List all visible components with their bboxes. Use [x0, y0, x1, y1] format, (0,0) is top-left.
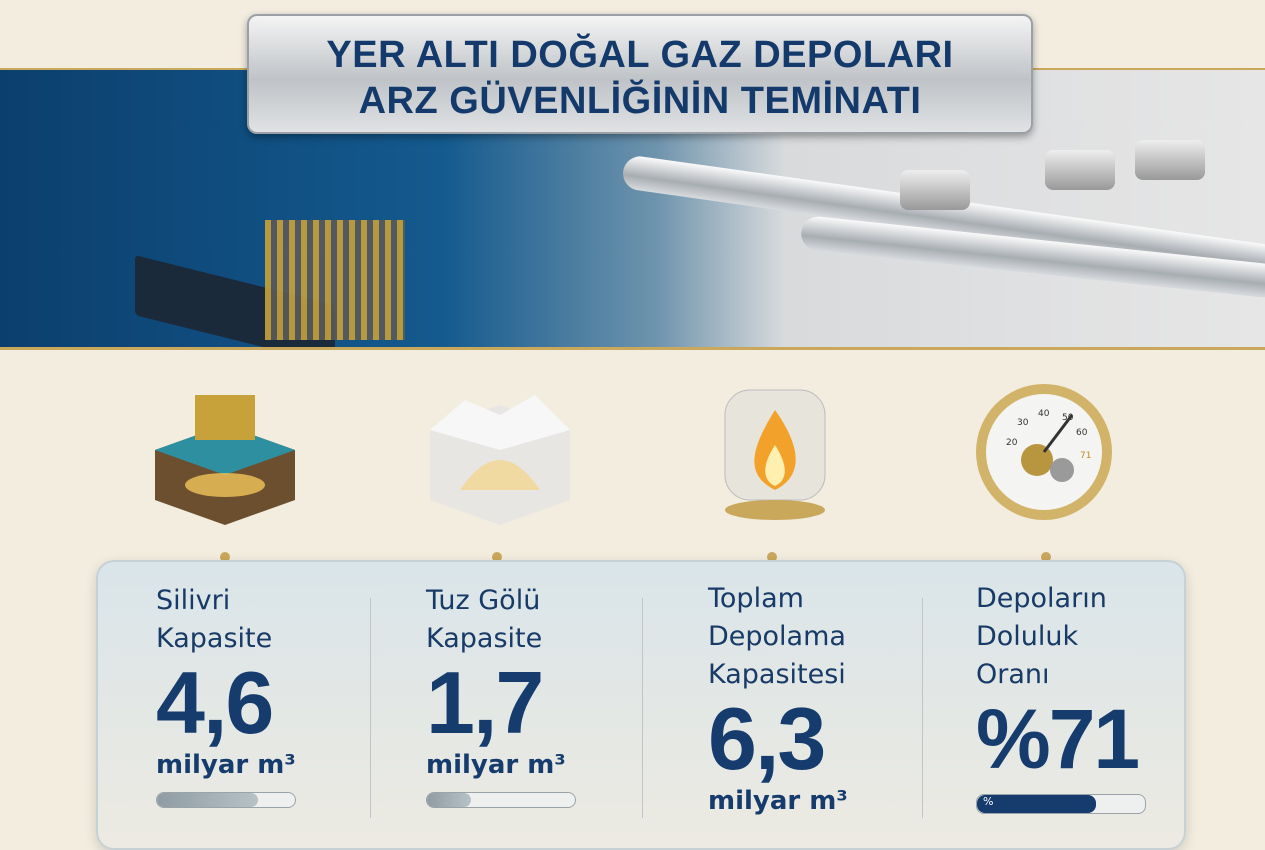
stat-label: Kapasite — [156, 623, 273, 654]
stat-label: Tuz Gölü — [426, 585, 541, 616]
stat-value: 6,3 — [708, 689, 826, 788]
hero-image — [0, 70, 1265, 348]
stat-tuz-golu: Tuz Gölü Kapasite 1,7 milyar m³ — [426, 582, 576, 808]
page-title: YER ALTI DOĞAL GAZ DEPOLARI ARZ GÜVENLİĞ… — [247, 14, 1033, 134]
divider — [0, 347, 1265, 350]
offshore-platform-image — [265, 220, 405, 340]
progress-fill: % — [977, 795, 1097, 813]
stat-unit: milyar m³ — [708, 786, 848, 816]
progress-bar — [156, 792, 296, 808]
valve-image — [900, 170, 970, 210]
connector-dot — [1041, 552, 1051, 562]
divider — [642, 598, 643, 818]
offshore-rig-reservoir-icon — [150, 380, 300, 530]
stat-label: Toplam — [708, 583, 804, 614]
stat-unit: milyar m³ — [156, 750, 296, 780]
stat-value: 1,7 — [426, 653, 544, 752]
gauge-tick: 71 — [1080, 451, 1091, 461]
stat-silivri: Silivri Kapasite 4,6 milyar m³ — [156, 582, 296, 808]
progress-fill — [427, 793, 472, 807]
stat-doluluk: Depoların Doluluk Oranı %71 % — [976, 580, 1146, 814]
gauge-tick: 40 — [1038, 409, 1050, 419]
gauge-tick: 20 — [1006, 438, 1018, 448]
divider — [370, 598, 371, 818]
progress-bar: % — [976, 794, 1146, 814]
progress-bar — [426, 792, 576, 808]
stat-label: Depolama — [708, 621, 846, 652]
progress-label: % — [983, 795, 994, 808]
title-line-2: ARZ GÜVENLİĞİNİN TEMİNATI — [358, 80, 922, 122]
stat-toplam: Toplam Depolama Kapasitesi 6,3 milyar m³ — [708, 580, 848, 818]
divider — [922, 598, 923, 818]
gauge-tick: 60 — [1076, 428, 1088, 438]
stat-label: Oranı — [976, 659, 1050, 690]
stats-panel: Silivri Kapasite 4,6 milyar m³ Tuz Gölü … — [96, 560, 1186, 850]
flame-jar-icon — [700, 380, 850, 530]
valve-image — [1135, 140, 1205, 180]
stat-label: Kapasitesi — [708, 659, 846, 690]
stat-label: Doluluk — [976, 621, 1079, 652]
progress-fill — [157, 793, 258, 807]
stat-label: Silivri — [156, 585, 231, 616]
stat-label: Depoların — [976, 583, 1107, 614]
stat-value: 4,6 — [156, 653, 274, 752]
gauge-tick: 30 — [1017, 418, 1029, 428]
stat-unit: milyar m³ — [426, 750, 566, 780]
connector-dot — [492, 552, 502, 562]
pressure-gauge-icon: 20 30 40 50 60 71 — [972, 380, 1122, 530]
connector-dot — [767, 552, 777, 562]
connector-dot — [220, 552, 230, 562]
gauge-tick: 50 — [1062, 413, 1074, 423]
stat-value: %71 — [976, 692, 1140, 786]
valve-image — [1045, 150, 1115, 190]
salt-cavern-icon — [425, 380, 575, 530]
title-line-1: YER ALTI DOĞAL GAZ DEPOLARI — [326, 34, 954, 76]
stat-label: Kapasite — [426, 623, 543, 654]
